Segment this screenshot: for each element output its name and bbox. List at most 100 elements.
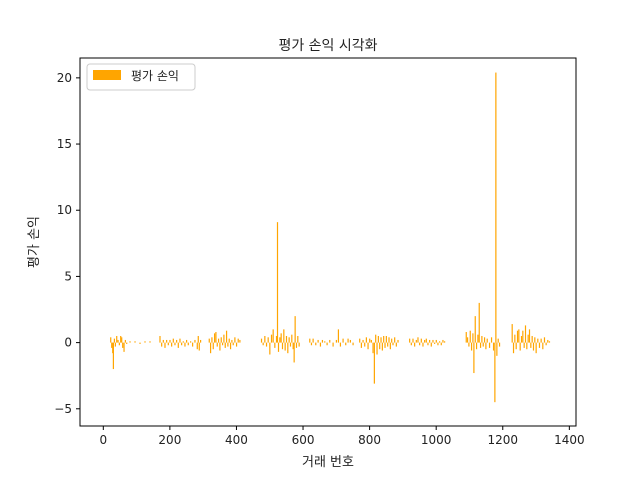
bar <box>420 338 422 343</box>
bar <box>284 342 286 351</box>
bar <box>473 342 475 374</box>
bar <box>161 342 163 347</box>
bar <box>498 342 501 347</box>
bar <box>412 338 414 343</box>
bar <box>215 332 217 343</box>
bar <box>159 335 161 343</box>
x-tick-label: 200 <box>158 433 181 447</box>
bar <box>270 334 273 343</box>
bar <box>417 337 419 343</box>
bar <box>545 342 547 346</box>
bar <box>177 342 179 348</box>
bar <box>112 342 114 370</box>
legend-swatch <box>93 70 121 80</box>
bar <box>360 342 362 348</box>
legend: 평가 손익 <box>86 63 196 91</box>
y-axis-ticks: −5 0 5 10 15 20 <box>54 71 80 416</box>
y-tick-label: −5 <box>54 402 72 416</box>
bar <box>381 342 383 351</box>
bar <box>414 342 416 347</box>
bar <box>534 337 536 343</box>
bar <box>229 342 232 350</box>
bar <box>425 338 427 343</box>
bar <box>392 342 394 346</box>
bar <box>532 342 535 351</box>
bar <box>514 334 516 343</box>
bar <box>527 334 529 343</box>
x-axis-label: 거래 번호 <box>302 455 354 470</box>
bar <box>112 342 114 354</box>
bar <box>221 342 224 346</box>
bar <box>294 316 296 343</box>
bar <box>120 335 122 343</box>
bar <box>293 342 295 363</box>
bar <box>172 338 174 343</box>
bar <box>181 342 183 346</box>
bar <box>162 339 164 343</box>
bar <box>295 342 298 348</box>
bar <box>531 335 533 343</box>
bar <box>385 335 387 343</box>
bar <box>166 339 168 343</box>
bar <box>370 339 372 343</box>
bar <box>512 342 515 354</box>
bar <box>352 342 354 346</box>
bar <box>124 339 126 343</box>
bar <box>497 338 499 343</box>
bar <box>542 342 544 350</box>
bar <box>292 342 294 350</box>
bar <box>440 342 442 346</box>
bar <box>310 342 313 346</box>
bar <box>319 342 322 347</box>
bar <box>167 342 169 346</box>
x-tick-label: 600 <box>292 433 315 447</box>
bar <box>391 338 393 343</box>
y-tick-label: 10 <box>57 203 72 217</box>
bar <box>219 342 221 351</box>
bar <box>537 338 539 343</box>
bar <box>362 339 364 343</box>
bar <box>192 342 194 347</box>
bar <box>543 337 546 343</box>
bar <box>472 333 474 343</box>
bar <box>309 338 311 343</box>
bar <box>429 339 431 343</box>
bar <box>528 329 531 343</box>
x-tick-label: 0 <box>99 433 107 447</box>
bar <box>274 342 276 348</box>
x-tick-label: 800 <box>358 433 381 447</box>
bar <box>324 341 326 343</box>
bar <box>110 337 112 343</box>
bar <box>519 342 521 351</box>
bar <box>277 342 280 352</box>
x-tick-label: 1000 <box>421 433 452 447</box>
bar <box>540 338 542 343</box>
bar <box>117 339 119 343</box>
bar <box>297 335 299 343</box>
bar <box>397 339 399 343</box>
bar <box>267 337 269 343</box>
bar <box>114 342 116 347</box>
bar <box>383 335 385 343</box>
bar <box>427 342 429 346</box>
bar <box>171 342 173 347</box>
bar <box>422 342 424 347</box>
bar <box>548 341 551 343</box>
bar <box>184 342 186 347</box>
bar <box>262 342 264 346</box>
bar <box>424 339 426 343</box>
bar <box>235 342 238 347</box>
bar <box>389 342 391 350</box>
bar <box>469 330 471 343</box>
bar <box>216 342 218 347</box>
bar <box>289 342 292 347</box>
bar <box>434 342 436 344</box>
bar <box>474 316 476 343</box>
bar <box>444 341 446 343</box>
bar <box>234 337 236 343</box>
bar <box>516 330 519 343</box>
bar <box>375 334 377 343</box>
bar <box>276 222 279 343</box>
bar <box>380 337 382 343</box>
bar <box>522 330 524 343</box>
